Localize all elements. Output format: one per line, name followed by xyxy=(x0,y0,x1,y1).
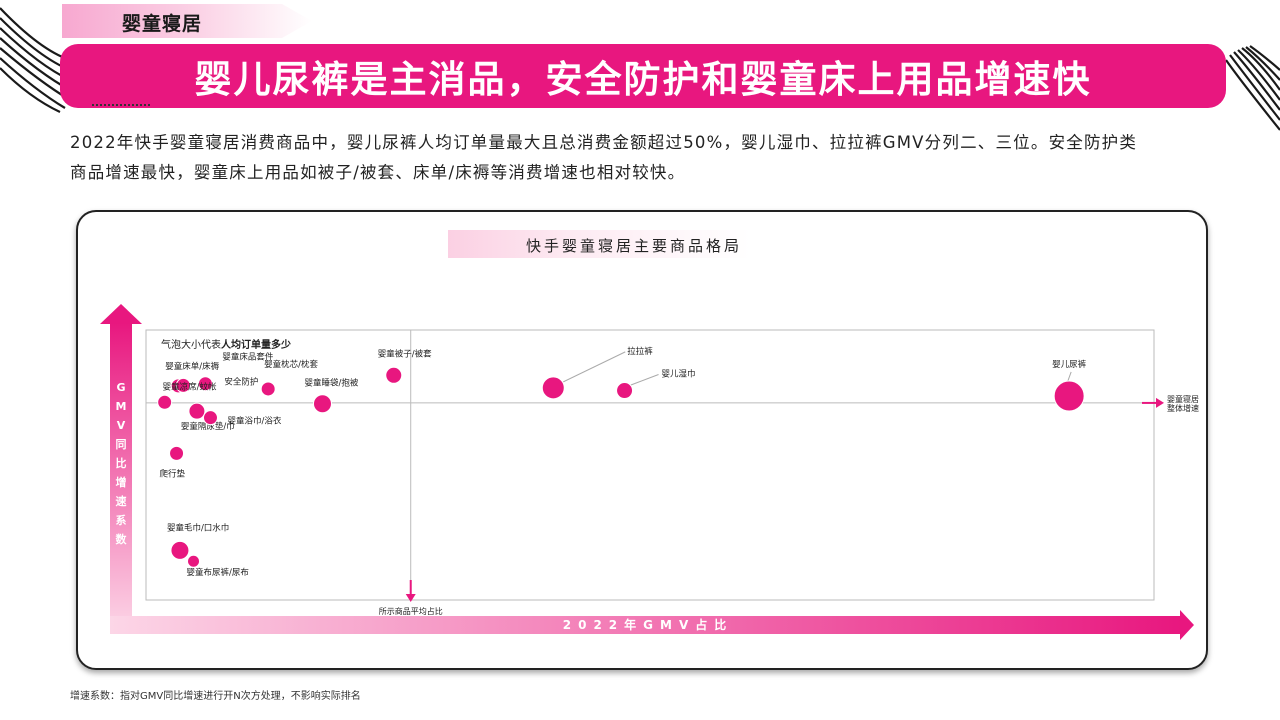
y-reference-arrowhead xyxy=(1156,397,1164,408)
y-axis-label-char: 数 xyxy=(116,532,128,546)
bubble xyxy=(175,377,191,393)
headline-banner: 婴儿尿裤是主消品，安全防护和婴童床上用品增速快 xyxy=(60,44,1226,108)
description: 2022年快手婴童寝居消费商品中，婴儿尿裤人均订单量最大且总消费金额超过50%，… xyxy=(70,128,1210,188)
y-axis-label-char: G xyxy=(116,381,125,394)
bubble xyxy=(616,382,634,400)
y-axis-label-char: 增 xyxy=(116,475,127,489)
y-axis-label-char: 系 xyxy=(116,513,127,527)
bubble xyxy=(385,366,403,384)
x-axis-arrowhead xyxy=(1180,610,1194,640)
bubble-label: 婴童床单/床褥 xyxy=(165,361,219,372)
x-axis-label: 2022年GMV占比 xyxy=(563,617,733,632)
chart-title: 快手婴童寝居主要商品格局 xyxy=(526,237,743,255)
bubble xyxy=(157,394,173,410)
bubble-label: 婴童睡袋/抱被 xyxy=(304,378,358,389)
bubble-label: 婴童床品套件 xyxy=(222,351,274,362)
bubble xyxy=(188,402,206,420)
bubble xyxy=(312,394,332,414)
footnote: 增速系数：指对GMV同比增速进行开N次方处理，不影响实际排名 xyxy=(70,691,361,702)
bubble-label: 婴儿湿巾 xyxy=(662,369,696,380)
chart-card xyxy=(76,210,1208,670)
x-reference-label: 所示商品平均占比 xyxy=(379,606,443,616)
bubble-label: 婴童凉席/蚊帐 xyxy=(163,381,217,392)
plot-frame xyxy=(145,329,1155,601)
leader-line xyxy=(629,374,659,386)
y-axis-arrowhead xyxy=(100,304,142,324)
x-reference-arrowhead xyxy=(405,594,416,602)
x-axis-bar xyxy=(110,616,1182,634)
bubble xyxy=(187,554,201,568)
bubble-label: 婴童被子/被套 xyxy=(378,348,432,359)
bubble-label: 爬行垫 xyxy=(160,468,186,479)
bubble-size-note: 气泡大小代表人均订单量多少 xyxy=(161,338,291,351)
bubble xyxy=(541,376,565,400)
description-line: 商品增速最快，婴童床上用品如被子/被套、床单/床褥等消费增速也相对较快。 xyxy=(70,163,686,182)
bubble-label: 安全防护 xyxy=(224,377,258,388)
bubble-label: 婴儿尿裤 xyxy=(1052,359,1087,370)
bubble-label: 婴童毛巾/口水巾 xyxy=(167,522,229,533)
bubble xyxy=(202,410,218,426)
bubble xyxy=(169,445,185,461)
y-reference-label: 整体增速 xyxy=(1167,403,1199,413)
y-axis-label-char: M xyxy=(116,400,127,413)
bubble xyxy=(1053,380,1085,412)
bubble-label: 婴童隔尿垫/巾 xyxy=(181,421,235,432)
description-line: 2022年快手婴童寝居消费商品中，婴儿尿裤人均订单量最大且总消费金额超过50%，… xyxy=(70,133,1138,152)
bubble-label: 婴童浴巾/浴衣 xyxy=(227,416,281,427)
bubble xyxy=(197,376,213,392)
bubble xyxy=(260,381,276,397)
y-axis-bar xyxy=(110,322,132,632)
bubble-label: 婴童枕芯/枕套 xyxy=(264,359,318,370)
bubble-label: 婴童布尿裤/尿布 xyxy=(187,567,249,578)
dotted-divider xyxy=(92,104,150,106)
section-tag-label: 婴童寝居 xyxy=(122,13,203,35)
y-reference-label: 婴童寝居 xyxy=(1167,394,1199,404)
bubble xyxy=(170,540,190,560)
section-tag: 婴童寝居 xyxy=(62,4,312,38)
chart-title-box: 快手婴童寝居主要商品格局 xyxy=(448,230,750,258)
leader-line xyxy=(563,351,626,383)
bubble-label: 拉拉裤 xyxy=(627,346,653,357)
y-axis-label-char: 速 xyxy=(116,494,127,508)
y-axis-label-char: 比 xyxy=(116,456,127,470)
y-axis-label-char: 同 xyxy=(116,438,127,451)
y-axis-label-char: V xyxy=(117,419,126,432)
headline: 婴儿尿裤是主消品，安全防护和婴童床上用品增速快 xyxy=(194,57,1092,101)
